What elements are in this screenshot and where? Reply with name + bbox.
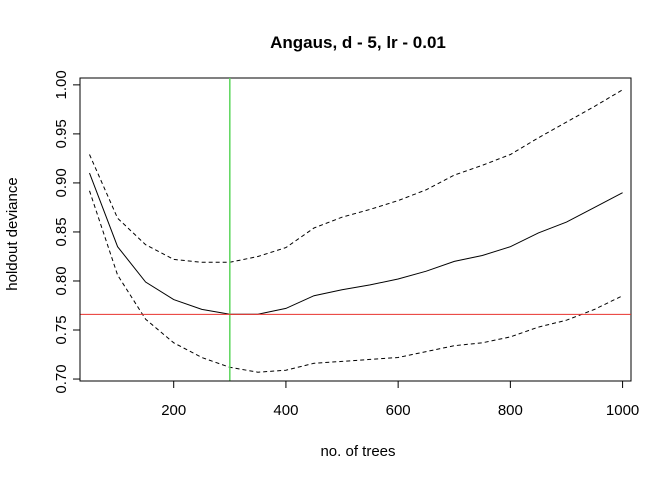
y-tick-label: 0.75: [53, 315, 70, 344]
chart-title: Angaus, d - 5, lr - 0.01: [270, 33, 446, 52]
series-line-3: [89, 190, 623, 373]
y-tick-label: 0.95: [53, 119, 70, 148]
y-tick-label: 0.85: [53, 217, 70, 246]
y-tick-label: 1.00: [53, 70, 70, 99]
y-axis-label: holdout deviance: [4, 177, 21, 290]
y-tick-label: 0.70: [53, 364, 70, 393]
y-tick-label: 0.90: [53, 168, 70, 197]
series-line-2: [89, 89, 623, 263]
x-tick-label: 1000: [606, 402, 639, 419]
y-tick-label: 0.80: [53, 266, 70, 295]
x-tick-label: 200: [161, 402, 186, 419]
y-axis: 0.70 0.75 0.80 0.85 0.90 0.95 1.00: [53, 70, 81, 394]
x-tick-label: 400: [273, 402, 298, 419]
x-tick-label: 800: [498, 402, 523, 419]
series-line-1: [89, 172, 623, 315]
x-tick-label: 600: [386, 402, 411, 419]
reference-lines-layer: [80, 78, 631, 381]
x-axis-label: no. of trees: [320, 443, 395, 460]
x-axis: 200 400 600 800 1000: [161, 380, 639, 419]
series-layer: [89, 89, 623, 373]
